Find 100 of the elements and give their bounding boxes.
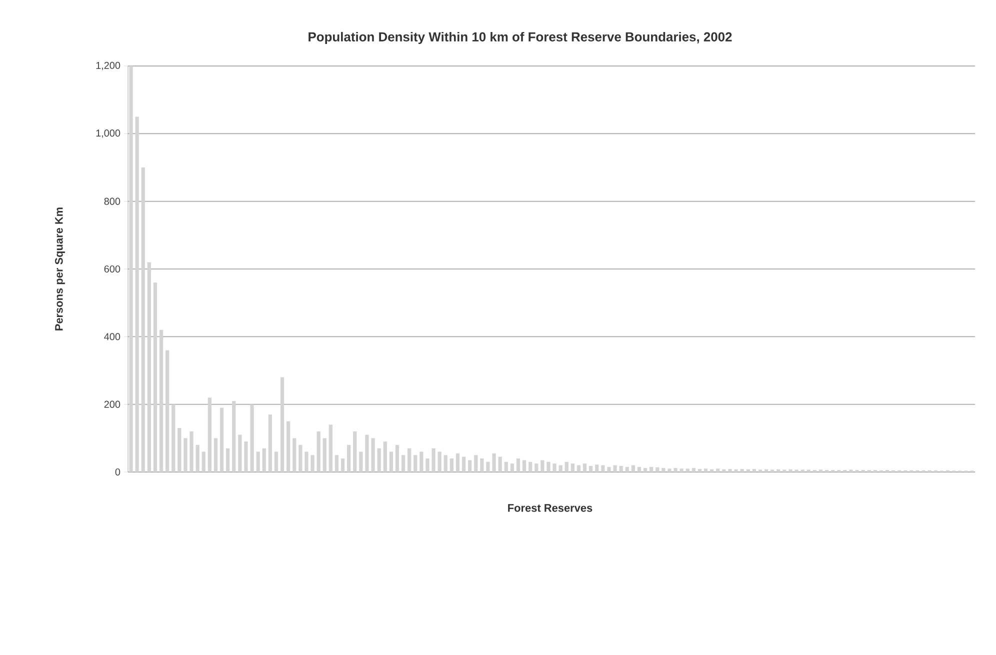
bar (692, 468, 696, 472)
bar (643, 468, 648, 472)
bar (776, 469, 780, 472)
bar (166, 350, 170, 472)
bar (280, 377, 284, 472)
y-axis-title: Persons per Square Km (55, 208, 65, 330)
bar (468, 460, 472, 472)
bar (752, 468, 756, 472)
bar (401, 455, 406, 472)
bar (450, 458, 454, 472)
bar (474, 455, 478, 472)
bar (498, 456, 502, 472)
x-axis-title: Forest Reserves (508, 504, 592, 512)
bar (310, 455, 314, 472)
bar (262, 448, 266, 472)
bar (480, 458, 484, 472)
bar (438, 452, 442, 472)
y-tick-label: 600 (104, 265, 120, 273)
bar (552, 464, 556, 472)
bar (292, 438, 296, 472)
bar (389, 452, 393, 472)
chart-title: Population Density Within 10 km of Forest Reserve Boundaries, 2002 (308, 32, 732, 44)
bar (462, 456, 466, 472)
bar (540, 460, 544, 472)
bar (328, 424, 332, 472)
bar (570, 464, 574, 472)
bar (740, 468, 744, 472)
bar (625, 466, 629, 472)
bar (298, 444, 302, 472)
bar (383, 442, 387, 472)
bar (365, 434, 369, 472)
bar (728, 468, 732, 472)
bar (147, 262, 151, 472)
bar (232, 400, 236, 472)
bar (734, 469, 738, 472)
bar (607, 466, 611, 472)
bar (558, 465, 562, 472)
bar (662, 468, 666, 472)
bar (322, 438, 326, 472)
bar (202, 452, 206, 472)
bar (159, 330, 164, 472)
bar (184, 438, 188, 472)
bar (516, 458, 520, 472)
bar (304, 452, 308, 472)
bar (135, 116, 139, 472)
bar (274, 452, 278, 472)
bar (214, 438, 218, 472)
bar (456, 453, 460, 472)
y-tick-label: 1,200 (96, 62, 120, 70)
bar (178, 428, 182, 472)
bar (534, 464, 538, 472)
bar (432, 448, 436, 472)
bar (716, 468, 720, 472)
y-tick-label: 0 (115, 468, 120, 476)
bar (492, 453, 496, 472)
bar (220, 408, 224, 472)
bar (256, 452, 260, 472)
bar (196, 444, 200, 472)
bar (141, 167, 145, 472)
bar (286, 421, 290, 472)
bar (546, 462, 550, 472)
bar (268, 414, 272, 472)
bar (698, 468, 702, 472)
bar (408, 448, 412, 472)
bar (595, 464, 599, 472)
bar (576, 465, 581, 472)
bar (674, 468, 678, 472)
bar (377, 448, 381, 472)
bar (656, 467, 660, 472)
bar (420, 452, 424, 472)
bar (704, 468, 708, 472)
bar (359, 452, 363, 472)
bar (153, 282, 158, 472)
bar (650, 466, 654, 472)
bar (686, 468, 690, 472)
bar (564, 462, 568, 472)
bar (486, 462, 490, 472)
bar (371, 438, 375, 472)
bar (788, 469, 792, 472)
bar (601, 465, 605, 472)
bar (250, 404, 254, 472)
bar (353, 431, 357, 472)
bar (190, 431, 194, 472)
bar (316, 431, 320, 472)
bar (582, 464, 587, 472)
bar (637, 466, 642, 472)
bar (528, 462, 532, 472)
bar (444, 455, 448, 472)
bar (710, 469, 714, 472)
bar (680, 468, 684, 472)
bar (668, 468, 672, 472)
bar (619, 466, 623, 472)
y-tick-label: 400 (104, 333, 120, 340)
bar (395, 444, 400, 472)
bar (172, 404, 176, 472)
bar (414, 455, 418, 472)
bar (613, 465, 617, 472)
bar (589, 466, 593, 472)
bar (340, 458, 345, 472)
y-tick-label: 800 (104, 198, 120, 205)
